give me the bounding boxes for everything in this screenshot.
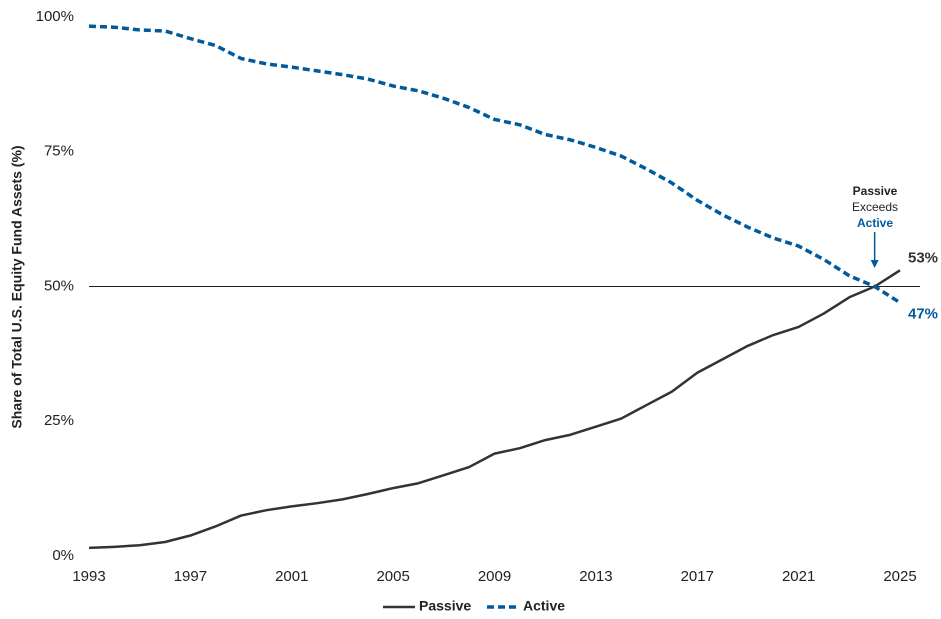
y-tick-label: 100% (36, 8, 74, 25)
x-tick-label: 1993 (72, 568, 105, 585)
x-tick-label: 2009 (478, 568, 511, 585)
x-tick-label: 2005 (376, 568, 409, 585)
y-tick-label: 50% (44, 277, 74, 294)
annotation: Passive (853, 184, 898, 198)
annotation: Exceeds (852, 200, 898, 214)
value-label: 47% (908, 306, 938, 323)
annotation-arrowhead (870, 260, 879, 268)
legend-label: Active (523, 598, 565, 614)
value-label: 53% (908, 249, 938, 266)
x-tick-label: 2013 (579, 568, 612, 585)
x-tick-label: 2017 (681, 568, 714, 585)
x-tick-label: 2025 (883, 568, 916, 585)
line (88, 269, 901, 550)
y-tick-label: 75% (44, 143, 74, 160)
x-tick-label: 1997 (174, 568, 207, 585)
x-tick-label: 2021 (782, 568, 815, 585)
y-tick-label: 25% (44, 412, 74, 429)
line (88, 24, 901, 305)
x-tick-label: 2001 (275, 568, 308, 585)
y-tick-label: 0% (52, 547, 74, 564)
annotation: Active (857, 216, 893, 230)
legend-label: Passive (419, 598, 471, 614)
y-axis-label: Share of Total U.S. Equity Fund Assets (… (9, 145, 25, 428)
